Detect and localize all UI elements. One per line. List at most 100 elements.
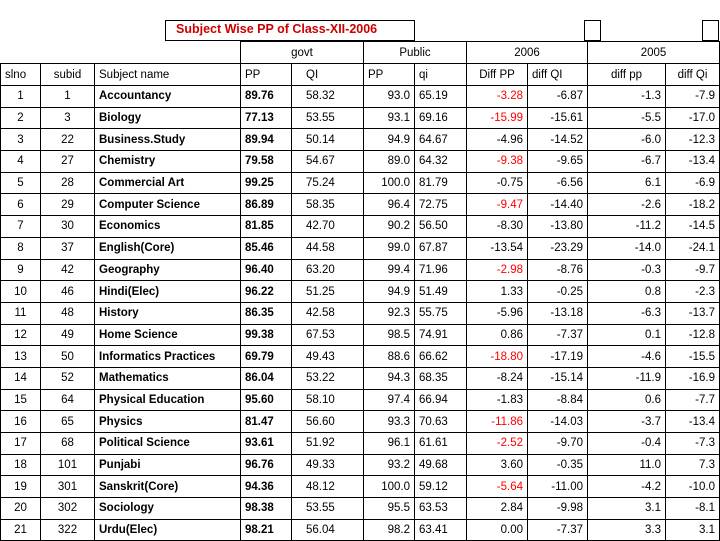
cell-public-qi: 49.68 bbox=[414, 453, 467, 477]
cell-diff-pp-2006: -0.75 bbox=[466, 171, 528, 195]
cell-govt-pp: 93.61 bbox=[240, 432, 292, 455]
column-header: slno bbox=[0, 63, 41, 86]
cell-diff-qi-2005: -6.9 bbox=[665, 171, 720, 195]
cell-govt-pp: 77.13 bbox=[240, 106, 292, 130]
cell-subid: 30 bbox=[40, 215, 95, 238]
cell-subject-name: Biology bbox=[94, 106, 241, 130]
cell-subject-name: Business.Study bbox=[94, 128, 241, 152]
cell-govt-qi: 49.33 bbox=[291, 453, 364, 477]
cell-slno: 17 bbox=[0, 432, 41, 455]
empty-header-cell bbox=[584, 20, 601, 41]
cell-diff-pp-2005: -3.7 bbox=[587, 410, 666, 433]
cell-govt-qi: 53.22 bbox=[291, 366, 364, 390]
cell-public-pp: 94.3 bbox=[363, 366, 415, 390]
cell-diff-qi-2006: -9.98 bbox=[527, 497, 588, 520]
cell-diff-pp-2005: -4.6 bbox=[587, 345, 666, 368]
cell-public-qi: 71.96 bbox=[414, 258, 467, 282]
cell-diff-qi-2005: -9.7 bbox=[665, 258, 720, 282]
cell-diff-qi-2006: -13.80 bbox=[527, 215, 588, 238]
cell-govt-qi: 53.55 bbox=[291, 497, 364, 520]
cell-diff-pp-2006: 0.86 bbox=[466, 323, 528, 347]
cell-slno: 13 bbox=[0, 345, 41, 368]
cell-diff-qi-2006: -9.70 bbox=[527, 432, 588, 455]
cell-diff-qi-2006: -15.61 bbox=[527, 106, 588, 130]
cell-slno: 8 bbox=[0, 236, 41, 260]
cell-diff-qi-2006: -13.18 bbox=[527, 301, 588, 325]
cell-public-pp: 99.0 bbox=[363, 236, 415, 260]
cell-diff-pp-2006: -1.83 bbox=[466, 388, 528, 412]
cell-diff-pp-2005: -6.3 bbox=[587, 301, 666, 325]
table-row: 2 3 Biology 77.13 53.55 93.1 69.16 -15.99 -15.61… bbox=[0, 106, 720, 130]
cell-diff-qi-2005: -13.4 bbox=[665, 150, 720, 173]
cell-public-pp: 94.9 bbox=[363, 128, 415, 152]
cell-diff-pp-2005: -6.0 bbox=[587, 128, 666, 152]
cell-subject-name: Mathematics bbox=[94, 366, 241, 390]
cell-slno: 10 bbox=[0, 280, 41, 303]
cell-slno: 19 bbox=[0, 475, 41, 499]
cell-subject-name: Accountancy bbox=[94, 85, 241, 108]
cell-diff-qi-2005: 7.3 bbox=[665, 453, 720, 477]
cell-public-qi: 74.91 bbox=[414, 323, 467, 347]
cell-subid: 46 bbox=[40, 280, 95, 303]
cell-govt-qi: 75.24 bbox=[291, 171, 364, 195]
table-row: 20 302 Sociology 98.38 53.55 95.5 63.53 2.84 -9.… bbox=[0, 497, 720, 520]
cell-slno: 20 bbox=[0, 497, 41, 520]
cell-govt-pp: 85.46 bbox=[240, 236, 292, 260]
cell-subject-name: Home Science bbox=[94, 323, 241, 347]
cell-public-qi: 64.67 bbox=[414, 128, 467, 152]
column-header: subid bbox=[40, 63, 95, 86]
cell-subject-name: English(Core) bbox=[94, 236, 241, 260]
cell-diff-qi-2006: -14.52 bbox=[527, 128, 588, 152]
cell-public-qi: 63.53 bbox=[414, 497, 467, 520]
table-row: 3 22 Business.Study 89.94 50.14 94.9 64.67 -4.9… bbox=[0, 128, 720, 152]
cell-subject-name: Physics bbox=[94, 410, 241, 433]
cell-diff-pp-2006: -2.52 bbox=[466, 432, 528, 455]
column-header: PP bbox=[240, 63, 292, 86]
cell-diff-qi-2005: -17.0 bbox=[665, 106, 720, 130]
cell-subject-name: Sanskrit(Core) bbox=[94, 475, 241, 499]
cell-diff-qi-2005: -7.3 bbox=[665, 432, 720, 455]
cell-public-pp: 93.1 bbox=[363, 106, 415, 130]
cell-govt-pp: 86.35 bbox=[240, 301, 292, 325]
cell-diff-pp-2005: -1.3 bbox=[587, 85, 666, 108]
cell-govt-pp: 86.89 bbox=[240, 193, 292, 217]
cell-govt-pp: 89.94 bbox=[240, 128, 292, 152]
table-row: 7 30 Economics 81.85 42.70 90.2 56.50 -8.30 -13.… bbox=[0, 215, 720, 238]
cell-subject-name: Political Science bbox=[94, 432, 241, 455]
cell-public-pp: 97.4 bbox=[363, 388, 415, 412]
table-row: 11 48 History 86.35 42.58 92.3 55.75 -5.96 -13.1… bbox=[0, 301, 720, 325]
table-row: 13 50 Informatics Practices 69.79 49.43 88.6 6… bbox=[0, 345, 720, 368]
cell-diff-pp-2006: -2.98 bbox=[466, 258, 528, 282]
govt-group-header: govt bbox=[240, 41, 364, 64]
cell-public-qi: 63.41 bbox=[414, 518, 467, 541]
column-header: diff QI bbox=[527, 63, 588, 86]
cell-govt-qi: 58.32 bbox=[291, 85, 364, 108]
cell-public-qi: 66.94 bbox=[414, 388, 467, 412]
cell-slno: 7 bbox=[0, 215, 41, 238]
cell-govt-qi: 53.55 bbox=[291, 106, 364, 130]
cell-public-pp: 96.4 bbox=[363, 193, 415, 217]
cell-diff-qi-2006: -6.87 bbox=[527, 85, 588, 108]
cell-subid: 27 bbox=[40, 150, 95, 173]
cell-subid: 52 bbox=[40, 366, 95, 390]
cell-slno: 5 bbox=[0, 171, 41, 195]
cell-diff-qi-2006: -6.56 bbox=[527, 171, 588, 195]
cell-slno: 15 bbox=[0, 388, 41, 412]
cell-govt-qi: 56.04 bbox=[291, 518, 364, 541]
cell-diff-qi-2006: -8.76 bbox=[527, 258, 588, 282]
table-body: 1 1 Accountancy 89.76 58.32 93.0 65.19 -3.28 -6.… bbox=[0, 85, 720, 541]
cell-slno: 1 bbox=[0, 85, 41, 108]
year-2005-group-header: 2005 bbox=[587, 41, 720, 64]
table-row: 4 27 Chemistry 79.58 54.67 89.0 64.32 -9.38 -9.6… bbox=[0, 150, 720, 173]
cell-govt-qi: 51.25 bbox=[291, 280, 364, 303]
cell-govt-pp: 95.60 bbox=[240, 388, 292, 412]
cell-public-pp: 90.2 bbox=[363, 215, 415, 238]
cell-govt-qi: 48.12 bbox=[291, 475, 364, 499]
cell-subject-name: Sociology bbox=[94, 497, 241, 520]
cell-diff-pp-2005: 0.8 bbox=[587, 280, 666, 303]
cell-public-qi: 70.63 bbox=[414, 410, 467, 433]
cell-slno: 18 bbox=[0, 453, 41, 477]
cell-govt-pp: 81.85 bbox=[240, 215, 292, 238]
cell-subid: 37 bbox=[40, 236, 95, 260]
cell-govt-pp: 96.76 bbox=[240, 453, 292, 477]
